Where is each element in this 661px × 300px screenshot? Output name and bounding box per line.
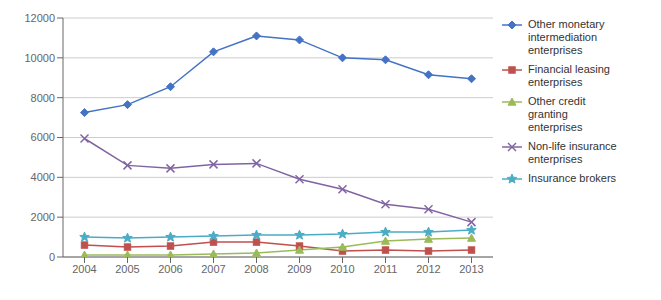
- svg-text:6000: 6000: [31, 131, 55, 143]
- svg-text:12000: 12000: [24, 12, 55, 24]
- svg-text:8000: 8000: [31, 92, 55, 104]
- html-text:enterprises: enterprises: [528, 44, 583, 56]
- svg-text:0: 0: [49, 251, 55, 263]
- html-text:Other monetary: Other monetary: [528, 18, 605, 30]
- html-text:Insurance brokers: Insurance brokers: [528, 172, 616, 184]
- html-text:intermediation: intermediation: [528, 31, 598, 43]
- svg-text:2004: 2004: [72, 263, 96, 275]
- html-text:enterprises: enterprises: [528, 76, 583, 88]
- svg-text:4000: 4000: [31, 171, 55, 183]
- html-text:Financial leasing: Financial leasing: [528, 63, 610, 75]
- html-text:enterprises: enterprises: [528, 153, 583, 165]
- html-text:Non-life insurance: Non-life insurance: [528, 140, 617, 152]
- svg-text:2010: 2010: [330, 263, 354, 275]
- html-text:granting: granting: [528, 108, 568, 120]
- svg-text:2011: 2011: [374, 263, 398, 275]
- svg-text:10000: 10000: [24, 52, 55, 64]
- svg-text:2006: 2006: [158, 263, 182, 275]
- svg-text:2005: 2005: [115, 263, 139, 275]
- svg-text:2012: 2012: [416, 263, 440, 275]
- svg-text:2009: 2009: [287, 263, 311, 275]
- svg-text:2008: 2008: [244, 263, 268, 275]
- html-text:enterprises: enterprises: [528, 121, 583, 133]
- svg-text:2013: 2013: [459, 263, 483, 275]
- svg-text:2007: 2007: [201, 263, 225, 275]
- html-text:Other credit: Other credit: [528, 95, 586, 107]
- svg-text:2000: 2000: [31, 211, 55, 223]
